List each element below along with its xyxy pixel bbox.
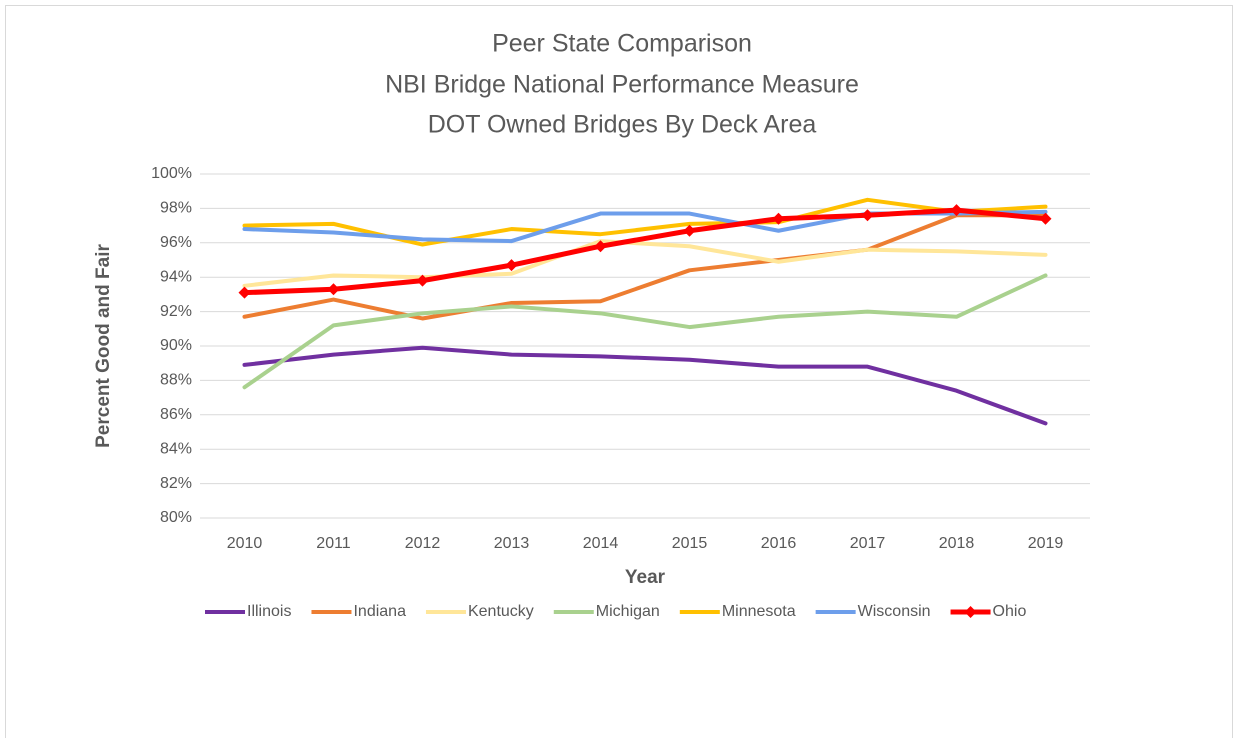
y-tick-label: 88%	[160, 372, 192, 389]
x-tick-label: 2016	[761, 535, 797, 552]
y-tick-label: 82%	[160, 475, 192, 492]
x-tick-label: 2012	[405, 535, 441, 552]
legend-label: Ohio	[993, 603, 1027, 620]
series-line	[242, 207, 1048, 296]
x-tick-label: 2014	[583, 535, 619, 552]
point-marker	[683, 224, 696, 237]
chart-frame	[5, 5, 1233, 738]
chart-title: Peer State Comparison	[492, 30, 752, 58]
series-line	[242, 239, 1048, 288]
y-tick-label: 98%	[160, 200, 192, 217]
legend-label: Minnesota	[722, 603, 796, 620]
legend-marker	[964, 606, 977, 618]
series-line	[242, 273, 1048, 390]
legend-label: Wisconsin	[858, 603, 931, 620]
y-tick-label: 90%	[160, 337, 192, 354]
point-marker	[238, 286, 251, 299]
point-marker	[327, 283, 340, 296]
y-tick-label: 96%	[160, 234, 192, 251]
x-tick-label: 2018	[939, 535, 975, 552]
x-tick-label: 2017	[850, 535, 886, 552]
x-tick-label: 2011	[316, 535, 351, 552]
point-marker	[416, 274, 429, 287]
point-marker	[861, 209, 874, 222]
chart-title: NBI Bridge National Performance Measure	[385, 71, 859, 99]
legend-label: Indiana	[353, 603, 406, 620]
chart-title: DOT Owned Bridges By Deck Area	[428, 111, 817, 139]
legend-label: Kentucky	[468, 603, 534, 620]
y-tick-label: 92%	[160, 303, 192, 320]
y-tick-label: 94%	[160, 268, 192, 285]
series-line	[242, 213, 1048, 321]
y-tick-label: 100%	[151, 165, 192, 182]
x-axis-title: Year	[625, 567, 666, 588]
x-tick-label: 2010	[227, 535, 263, 552]
y-axis-title: Percent Good and Fair	[93, 244, 114, 448]
y-tick-label: 86%	[160, 406, 192, 423]
point-marker	[950, 204, 963, 217]
x-tick-label: 2015	[672, 535, 708, 552]
x-tick-label: 2019	[1028, 535, 1064, 552]
point-marker	[594, 240, 607, 253]
point-marker	[1039, 212, 1052, 225]
x-tick-label: 2013	[494, 535, 530, 552]
point-marker	[772, 212, 785, 225]
y-tick-label: 84%	[160, 440, 192, 457]
legend-label: Michigan	[596, 603, 660, 620]
point-marker	[505, 259, 518, 272]
legend-label: Illinois	[247, 603, 291, 620]
series-line	[242, 345, 1048, 426]
y-tick-label: 80%	[160, 509, 192, 526]
